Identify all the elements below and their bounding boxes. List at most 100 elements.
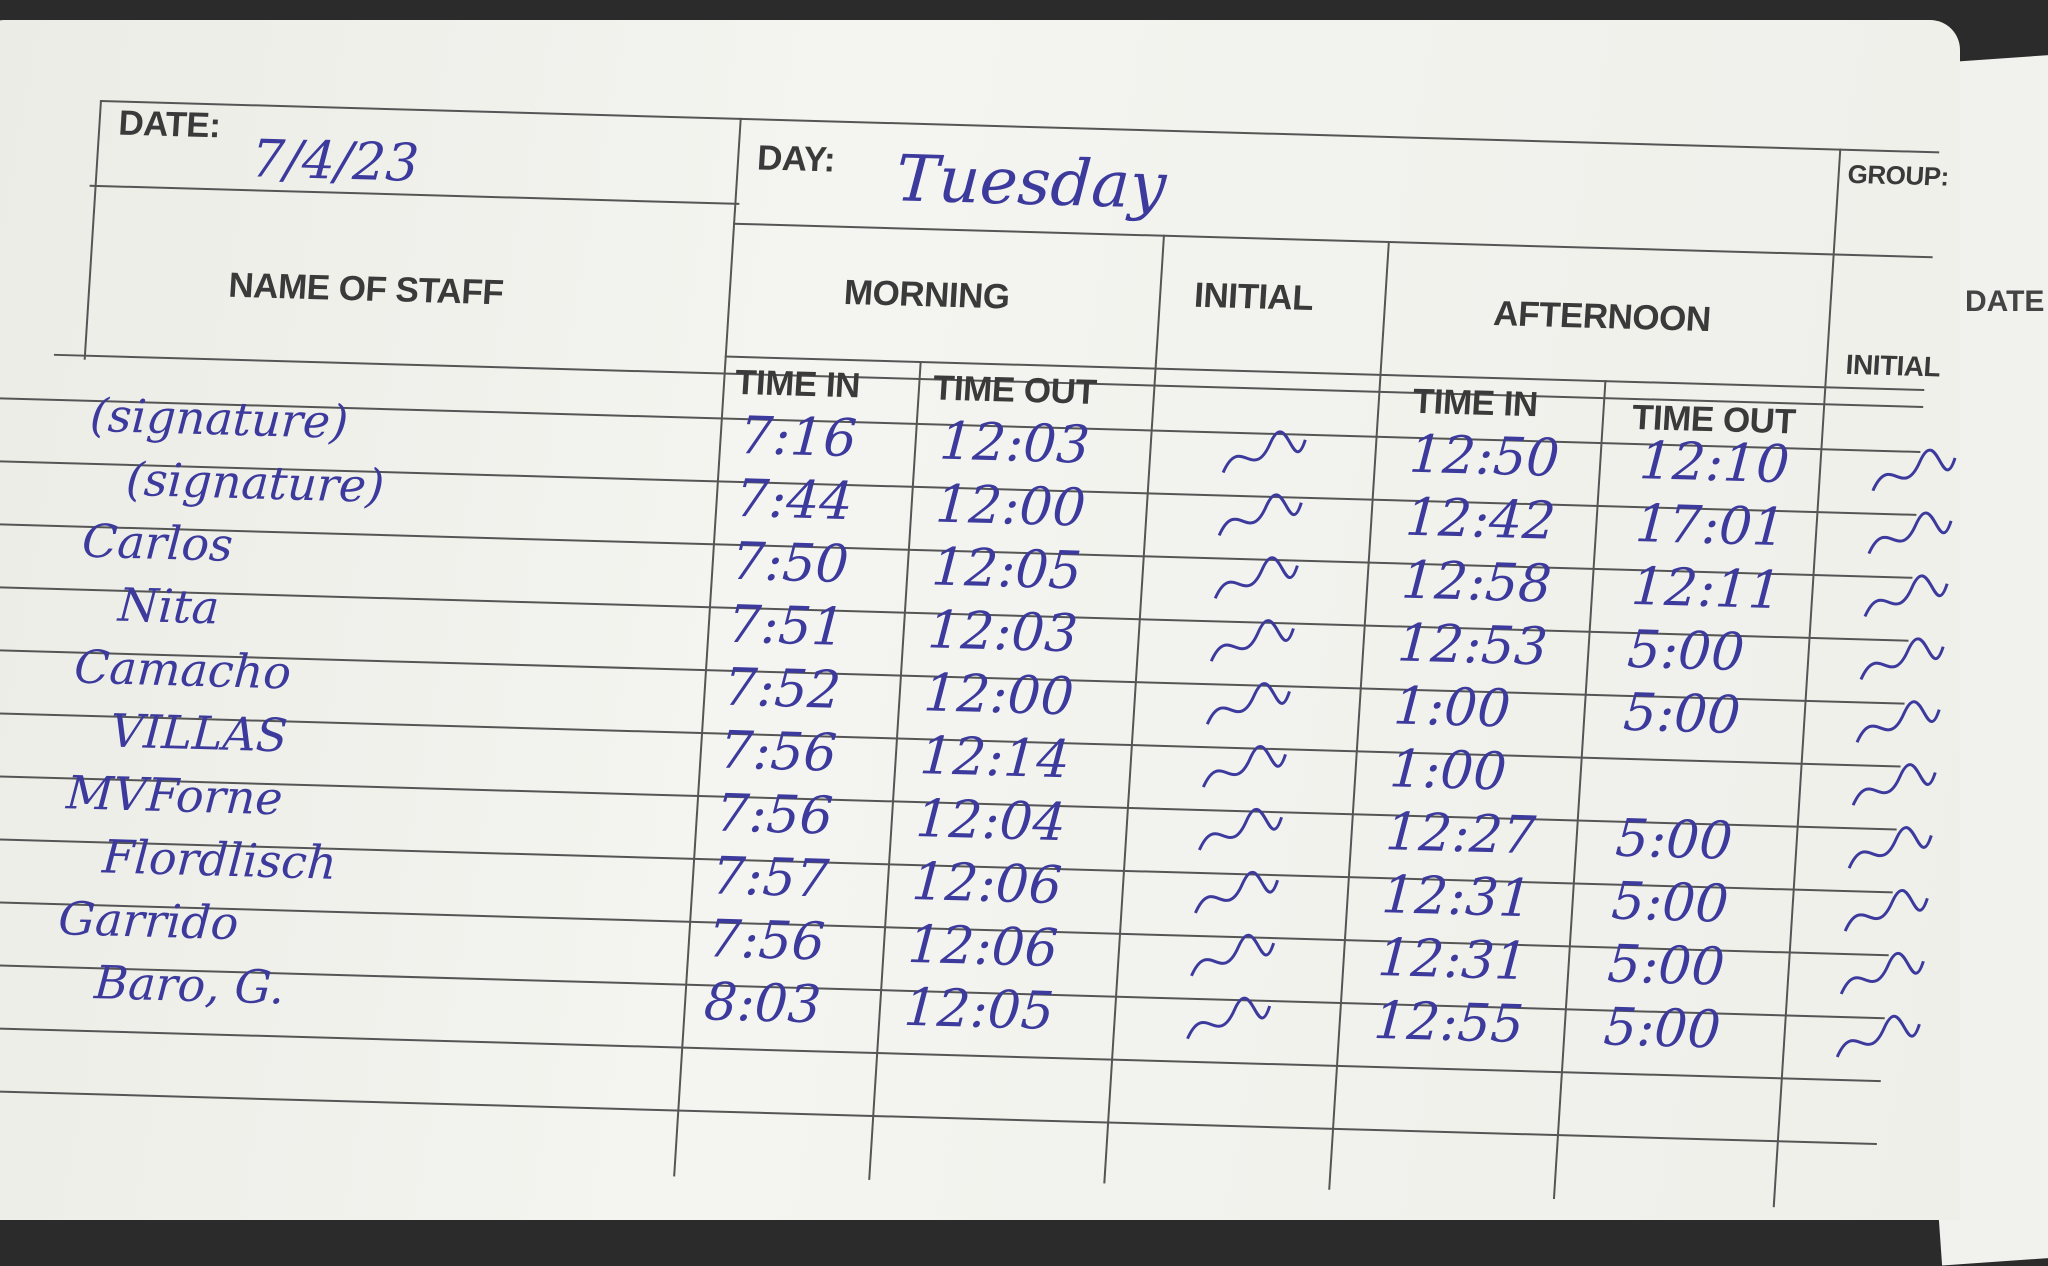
afternoon-time-out: 5:00 — [1609, 871, 1731, 935]
attendance-sheet: DATE: 7/4/23 DAY: Tuesday GROUP: NAME OF… — [0, 0, 2048, 1208]
morning-initial-signature — [1221, 430, 1307, 474]
afternoon-time-in: 12:53 — [1395, 613, 1550, 678]
morning-initial-signature — [1186, 996, 1272, 1040]
table-row: Camacho 7:52 12:00 1:00 5:00 — [6, 0, 2048, 746]
afternoon-initial-signature — [1867, 511, 1953, 555]
afternoon-time-in: 1:00 — [1387, 739, 1509, 803]
morning-time-in: 7:51 — [726, 594, 847, 658]
grid-line — [733, 222, 1933, 259]
afternoon-time-out: 5:00 — [1605, 934, 1727, 998]
morning-time-out: 12:00 — [921, 663, 1076, 728]
afternoon-initial-signature — [1863, 574, 1949, 618]
morning-time-out: 12:00 — [933, 474, 1088, 539]
afternoon-time-out: 5:00 — [1625, 619, 1747, 684]
table-row: VILLAS 7:56 12:14 1:00 — [6, 0, 2048, 806]
row-line — [0, 1088, 1877, 1146]
afternoon-time-in: 12:58 — [1399, 550, 1554, 615]
grid-line — [1103, 234, 1165, 1184]
staff-name: (signature) — [88, 387, 350, 450]
morning-initial-header: INITIAL — [1193, 275, 1315, 318]
morning-time-in: 7:56 — [714, 783, 835, 847]
afternoon-time-out: 12:10 — [1637, 431, 1792, 496]
morning-time-out: 12:14 — [918, 726, 1072, 791]
staff-name: Flordlisch — [100, 829, 339, 890]
afternoon-time-out: 5:00 — [1601, 997, 1723, 1061]
morning-initial-signature — [1201, 745, 1287, 788]
afternoon-time-in: 12:27 — [1383, 802, 1538, 867]
morning-time-in-header: TIME IN — [733, 362, 862, 406]
adjacent-page-date-label: DATE — [1965, 285, 2045, 318]
name-of-staff-header: NAME OF STAFF — [227, 265, 505, 313]
morning-time-out: 12:05 — [929, 537, 1084, 602]
morning-header: MORNING — [842, 272, 1011, 317]
afternoon-initial-header: INITIAL — [1844, 348, 1942, 383]
table-row: Carlos 7:50 12:05 12:58 12:11 — [6, 0, 2048, 621]
afternoon-initial-signature — [1859, 637, 1945, 680]
afternoon-initial-signature — [1871, 448, 1957, 492]
afternoon-time-in: 12:31 — [1379, 865, 1534, 930]
date-value: 7/4/23 — [249, 129, 421, 194]
morning-time-in: 7:57 — [710, 846, 831, 910]
afternoon-initial-signature — [1839, 951, 1925, 995]
table-row: MVForne 7:56 12:04 12:27 5:00 — [6, 0, 2048, 872]
group-label: GROUP: — [1846, 158, 1950, 192]
afternoon-header: AFTERNOON — [1492, 294, 1712, 340]
afternoon-time-in-header: TIME IN — [1411, 381, 1539, 425]
day-value: Tuesday — [893, 142, 1169, 224]
afternoon-time-in: 1:00 — [1391, 676, 1513, 740]
morning-initial-signature — [1194, 870, 1280, 914]
morning-time-out: 12:03 — [925, 600, 1080, 665]
table-row: Garrido 7:56 12:06 12:31 5:00 — [6, 0, 2048, 998]
afternoon-time-in: 12:55 — [1371, 990, 1526, 1056]
staff-name: MVForne — [64, 765, 285, 826]
afternoon-time-out: 17:01 — [1633, 494, 1788, 559]
morning-initial-signature — [1190, 933, 1276, 977]
grid-line — [83, 100, 102, 360]
morning-time-in: 7:52 — [722, 657, 843, 721]
morning-initial-signature — [1198, 807, 1283, 851]
afternoon-initial-signature — [1851, 763, 1937, 806]
morning-time-in: 8:03 — [702, 972, 823, 1036]
logbook-page — [0, 20, 1960, 1220]
grid-line — [1772, 148, 1842, 1208]
afternoon-time-out: 5:00 — [1613, 808, 1735, 872]
morning-time-in: 7:56 — [718, 720, 839, 784]
staff-name: Carlos — [80, 513, 235, 572]
afternoon-initial-signature — [1843, 888, 1929, 932]
table-row: Baro, G. 8:03 12:05 12:55 5:00 — [6, 0, 2048, 1061]
table-row: Nita 7:51 12:03 12:53 5:00 — [6, 0, 2048, 683]
afternoon-time-out: 12:11 — [1629, 556, 1784, 622]
morning-time-in: 7:50 — [729, 531, 851, 596]
afternoon-initial-signature — [1847, 826, 1933, 869]
morning-initial-signature — [1217, 493, 1303, 536]
morning-time-out-header: TIME OUT — [931, 368, 1098, 412]
morning-initial-signature — [1213, 556, 1299, 599]
afternoon-time-in: 12:31 — [1375, 928, 1530, 993]
staff-name: Garrido — [56, 891, 241, 951]
grid-line — [724, 355, 1925, 392]
table-row: Flordlisch 7:57 12:06 12:31 5:00 — [6, 0, 2048, 935]
morning-time-out: 12:04 — [914, 789, 1068, 854]
afternoon-time-out: 5:00 — [1621, 682, 1743, 746]
afternoon-time-in: 12:42 — [1403, 487, 1558, 552]
morning-time-in: 7:44 — [733, 468, 855, 533]
morning-time-out: 12:03 — [937, 411, 1092, 476]
staff-name: Camacho — [72, 639, 293, 700]
afternoon-time-in: 12:50 — [1407, 424, 1562, 489]
staff-name: Baro, G. — [92, 955, 287, 1015]
morning-time-out: 12:06 — [910, 852, 1064, 917]
morning-time-in: 7:16 — [737, 406, 859, 470]
morning-time-out: 12:06 — [906, 914, 1060, 980]
staff-name: (signature) — [124, 451, 386, 514]
morning-initial-signature — [1209, 619, 1295, 662]
morning-time-out: 12:05 — [902, 977, 1056, 1042]
staff-name: VILLAS — [108, 703, 290, 763]
table-row: (signature) 7:44 12:00 12:42 17:01 — [6, 0, 2048, 558]
staff-name: Nita — [116, 577, 221, 635]
afternoon-initial-signature — [1855, 700, 1941, 743]
table-row: (signature) 7:16 12:03 12:50 12:10 — [6, 0, 2048, 495]
date-label: DATE: — [117, 103, 222, 146]
morning-initial-signature — [1205, 682, 1291, 725]
day-label: DAY: — [756, 138, 837, 180]
afternoon-initial-signature — [1835, 1014, 1921, 1058]
